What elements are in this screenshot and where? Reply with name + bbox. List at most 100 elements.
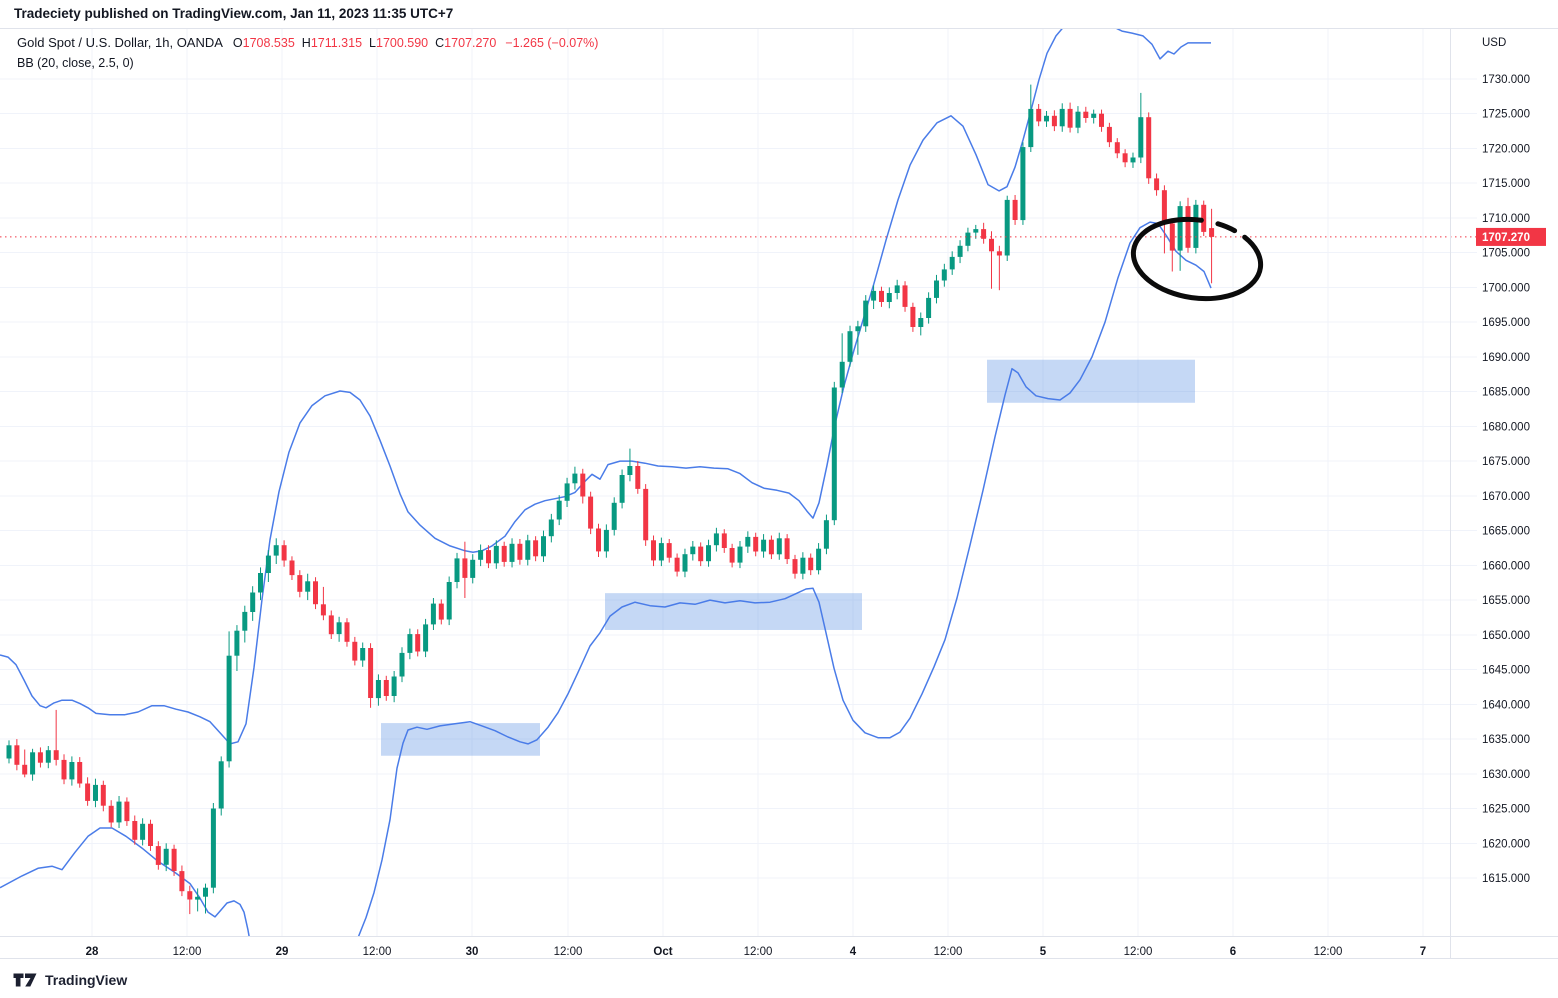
candle-body xyxy=(635,466,641,489)
time-axis-label[interactable]: 6 xyxy=(1230,946,1236,958)
candle-body xyxy=(163,848,169,865)
candle-body xyxy=(336,622,342,635)
candle-body xyxy=(368,648,374,698)
time-axis-label[interactable]: 30 xyxy=(466,946,479,958)
candle-body xyxy=(981,229,987,239)
time-axis-label[interactable]: 4 xyxy=(850,946,857,958)
candle-body xyxy=(179,871,185,892)
candle-body xyxy=(580,473,586,497)
candle-body xyxy=(776,538,782,555)
candle-body xyxy=(690,546,696,555)
price-axis-label: 1625.000 xyxy=(1482,804,1530,816)
price-axis-label: 1655.000 xyxy=(1482,595,1530,607)
price-axis-label: 1710.000 xyxy=(1482,213,1530,225)
time-axis-label[interactable]: 12:00 xyxy=(173,946,202,958)
candle-body xyxy=(1020,147,1026,221)
candle-body xyxy=(831,387,837,521)
candle-body xyxy=(391,676,397,696)
open-value: 1708.535 xyxy=(242,36,295,50)
candle-body xyxy=(894,285,900,293)
candle-body xyxy=(934,280,939,298)
candle-body xyxy=(375,680,381,699)
candle-body xyxy=(195,896,201,900)
time-axis-label[interactable]: Oct xyxy=(653,946,672,958)
tradingview-watermark[interactable]: TradingView xyxy=(13,971,127,989)
candle-body xyxy=(989,238,994,252)
candle-body xyxy=(1138,117,1144,158)
candle-body xyxy=(713,533,719,546)
time-axis-label[interactable]: 12:00 xyxy=(1124,946,1153,958)
price-axis-currency-label: USD xyxy=(1482,37,1507,49)
candle-body xyxy=(784,538,790,560)
candle-body xyxy=(462,558,468,578)
candle-body xyxy=(1059,108,1065,127)
time-axis-label[interactable]: 12:00 xyxy=(363,946,392,958)
candle-body xyxy=(996,251,1002,256)
candle-body xyxy=(132,821,138,840)
candle-body xyxy=(265,555,271,573)
candle-body xyxy=(203,887,208,897)
candle-body xyxy=(1161,190,1167,224)
candle-body xyxy=(588,496,594,529)
price-axis-label: 1675.000 xyxy=(1482,456,1530,468)
candle-body xyxy=(910,306,916,327)
candle-body xyxy=(148,823,153,846)
candle-body xyxy=(816,548,822,571)
candle-body xyxy=(328,615,334,635)
candle-body xyxy=(69,762,75,780)
candle-body xyxy=(548,519,554,537)
highlight-box xyxy=(987,359,1195,403)
symbol-title[interactable]: Gold Spot / U.S. Dollar, 1h, OANDA xyxy=(17,35,223,50)
time-axis-label[interactable]: 12:00 xyxy=(934,946,963,958)
candle-body xyxy=(1169,223,1175,251)
price-axis-label: 1685.000 xyxy=(1482,387,1530,399)
candle-body xyxy=(823,520,829,549)
time-axis-label[interactable]: 7 xyxy=(1420,946,1426,958)
time-axis-label[interactable]: 12:00 xyxy=(744,946,773,958)
bb-lower-band xyxy=(0,221,1212,936)
candle-body xyxy=(926,297,932,318)
candle-body xyxy=(446,582,452,620)
candle-body xyxy=(533,540,539,557)
candle-body xyxy=(1044,115,1049,122)
time-axis-label[interactable]: 5 xyxy=(1040,946,1047,958)
candle-body xyxy=(706,545,711,562)
chart-legend: Gold Spot / U.S. Dollar, 1h, OANDA O1708.… xyxy=(17,34,598,72)
candle-body xyxy=(847,331,853,362)
low-label: L xyxy=(369,36,376,50)
watermark-label: TradingView xyxy=(45,972,128,988)
open-label: O xyxy=(232,36,243,50)
candle-body xyxy=(6,745,12,759)
price-axis-label: 1650.000 xyxy=(1482,630,1530,642)
candle-body xyxy=(674,557,680,572)
tradingview-logo-icon xyxy=(13,973,37,987)
price-axis-label: 1715.000 xyxy=(1482,178,1530,190)
time-axis-label[interactable]: 12:00 xyxy=(1314,946,1343,958)
candle-body xyxy=(729,548,735,563)
candle-body xyxy=(941,269,947,281)
candle-body xyxy=(1028,108,1034,148)
time-axis-label[interactable]: 12:00 xyxy=(554,946,583,958)
candle-body xyxy=(1075,111,1081,128)
candle-body xyxy=(1106,126,1112,143)
candle-body xyxy=(800,557,806,574)
candle-body xyxy=(77,762,83,784)
candle-body xyxy=(619,475,625,503)
high-label: H xyxy=(301,36,311,50)
indicator-label[interactable]: BB (20, close, 2.5, 0) xyxy=(17,56,134,70)
candle-body xyxy=(863,300,869,327)
candle-body xyxy=(1201,204,1207,232)
candle-body xyxy=(470,559,476,578)
candle-body xyxy=(1099,113,1104,127)
candle-body xyxy=(61,759,67,780)
price-axis-label: 1680.000 xyxy=(1482,421,1530,433)
candle-body xyxy=(493,545,499,564)
candle-body xyxy=(658,543,664,561)
time-axis-label[interactable]: 29 xyxy=(276,946,289,958)
time-axis-label[interactable]: 28 xyxy=(86,946,99,958)
close-label: C xyxy=(435,36,445,50)
price-axis-label: 1670.000 xyxy=(1482,491,1530,503)
price-axis-label: 1690.000 xyxy=(1482,352,1530,364)
candle-body xyxy=(281,545,287,561)
